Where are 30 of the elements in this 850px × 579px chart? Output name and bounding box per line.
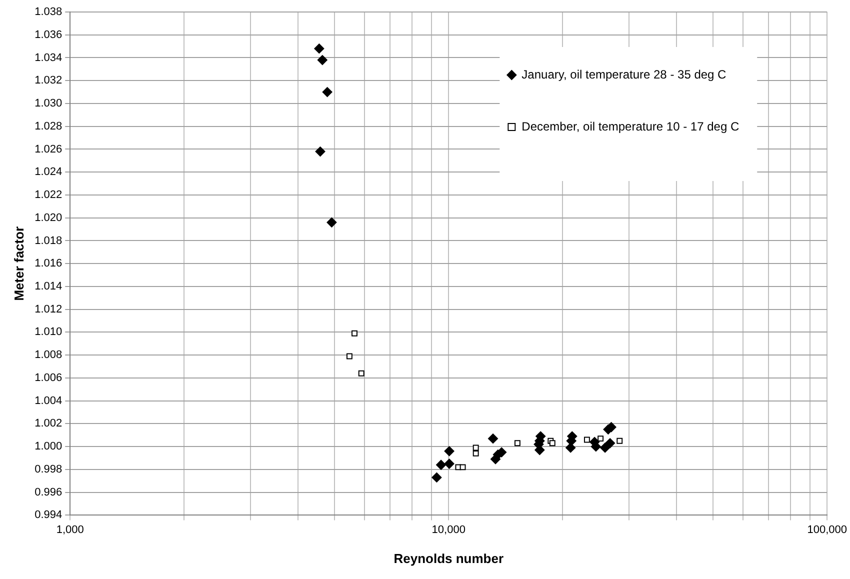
y-tick-label: 1.012 [34,303,62,316]
y-tick-label: 0.998 [34,463,62,476]
y-tick-label: 1.020 [34,212,62,224]
y-tick-label: 0.996 [34,486,62,498]
y-tick-label: 1.026 [34,143,62,156]
y-tick-label: 1.030 [34,98,62,110]
y-tick-label: 1.032 [34,74,62,87]
legend-label: January, oil temperature 28 - 35 deg C [522,67,727,82]
y-tick-label: 1.010 [34,326,62,338]
legend-label: December, oil temperature 10 - 17 deg C [522,119,740,134]
y-axis-title: Meter factor [11,226,26,301]
y-tick-label: 1.038 [34,6,62,18]
y-tick-label: 1.006 [34,372,62,384]
y-tick-label: 1.036 [34,28,62,41]
y-tick-label: 1.022 [34,189,62,202]
y-tick-label: 1.002 [34,418,62,430]
y-tick-label: 1.014 [34,280,62,293]
y-tick-label: 1.000 [34,440,62,453]
y-tick-label: 0.994 [34,509,62,522]
y-tick-label: 1.004 [34,394,62,407]
x-tick-label: 10,000 [432,524,466,536]
y-tick-label: 1.018 [34,234,62,247]
y-tick-label: 1.024 [34,166,62,178]
y-tick-label: 1.034 [34,52,62,64]
x-axis-title: Reynolds number [394,550,504,566]
x-tick-label: 100,000 [807,524,847,536]
x-tick-label: 1,000 [56,524,84,536]
y-tick-label: 1.016 [34,258,62,270]
y-tick-label: 1.008 [34,349,62,362]
y-tick-label: 1.028 [34,120,62,132]
